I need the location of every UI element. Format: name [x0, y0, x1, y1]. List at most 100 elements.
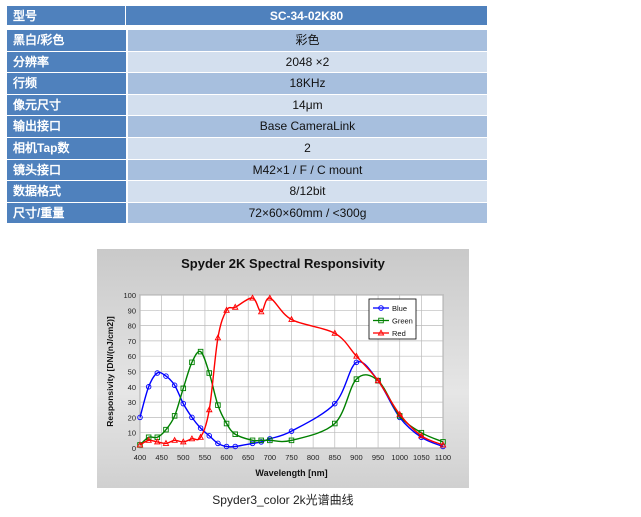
data-point: [180, 400, 187, 407]
data-point: [439, 441, 447, 448]
data-point: [188, 435, 196, 442]
data-point: [137, 414, 143, 421]
spec-value: 2048 ×2: [128, 51, 487, 74]
data-point: [171, 436, 178, 443]
spec-row: 输出接口 Base CameraLink: [7, 116, 487, 138]
data-point: [223, 420, 230, 427]
data-point: [215, 402, 221, 408]
legend-label: Green: [392, 317, 413, 326]
spec-value: 2: [128, 137, 487, 160]
data-point: [288, 428, 295, 434]
spec-value: 72×60×60mm / <300g: [128, 202, 487, 225]
data-point: [189, 414, 195, 421]
x-tick-label: 700: [264, 453, 277, 462]
y-tick-label: 20: [128, 413, 136, 422]
legend-label: Red: [392, 329, 406, 338]
y-tick-label: 100: [123, 291, 136, 300]
legend-label: Blue: [392, 304, 407, 313]
y-tick-label: 10: [128, 429, 136, 438]
spec-label: 分辨率: [7, 51, 126, 74]
spec-row: 相机Tap数 2: [7, 137, 487, 160]
spec-label: 镜头接口: [7, 159, 126, 182]
data-point: [206, 433, 213, 439]
data-point: [396, 410, 404, 417]
x-tick-label: 600: [220, 453, 233, 462]
data-point: [197, 348, 204, 355]
y-tick-label: 90: [128, 306, 136, 315]
y-tick-label: 0: [132, 444, 136, 453]
x-tick-label: 800: [307, 453, 320, 462]
data-point: [189, 359, 195, 366]
spec-label: 像元尺寸: [7, 94, 126, 117]
data-point: [418, 432, 425, 439]
legend-box: [368, 298, 417, 340]
x-tick-label: 550: [199, 453, 212, 462]
spec-label: 黑白/彩色: [7, 30, 126, 52]
data-point: [231, 303, 239, 310]
spec-header-row: 型号 SC-34-02K80: [7, 6, 487, 26]
data-point: [206, 370, 213, 376]
data-point: [332, 420, 338, 427]
spec-row: 分辨率 2048 ×2: [7, 51, 487, 74]
data-point: [249, 294, 256, 301]
spec-row: 数据格式 8/12bit: [7, 181, 487, 203]
x-tick-label: 500: [177, 453, 190, 462]
data-point: [331, 329, 339, 336]
x-axis-label: Wavelength [nm]: [255, 468, 327, 478]
data-point: [145, 434, 152, 441]
data-point: [136, 441, 144, 448]
data-point: [154, 370, 161, 376]
data-point: [153, 438, 161, 445]
y-tick-label: 50: [128, 368, 136, 377]
data-point: [197, 433, 204, 440]
data-point: [332, 400, 338, 407]
spec-value: 彩色: [128, 30, 487, 52]
data-point: [215, 440, 221, 447]
data-point: [163, 426, 169, 433]
data-point: [205, 406, 213, 413]
data-point: [197, 425, 204, 431]
spec-row: 行频 18KHz: [7, 73, 487, 95]
series-line: [139, 350, 444, 446]
spec-table: 型号 SC-34-02K80 黑白/彩色 彩色 分辨率 2048 ×2 行频 18KHz 像…: [7, 6, 487, 225]
x-tick-label: 1050: [413, 453, 430, 462]
data-point: [374, 376, 382, 384]
spec-value: 14μm: [128, 94, 487, 117]
chart-caption: Spyder3_color 2k光谱曲线: [212, 493, 354, 507]
x-tick-label: 1100: [435, 453, 451, 462]
legend-marker: [377, 329, 385, 336]
data-point: [171, 382, 178, 389]
data-point: [257, 308, 265, 315]
y-tick-label: 80: [128, 322, 136, 331]
spec-row: 镜头接口 M42×1 / F / C mount: [7, 159, 487, 182]
spec-value: M42×1 / F / C mount: [128, 159, 487, 182]
spec-row: 像元尺寸 14μm: [7, 94, 487, 117]
data-point: [180, 385, 187, 392]
spec-row: 黑白/彩色 彩色: [7, 30, 487, 52]
series-line: [139, 297, 444, 446]
y-tick-label: 70: [128, 337, 136, 346]
spec-row: 尺寸/重量 72×60×60mm / <300g: [7, 202, 487, 225]
legend: Blue Green Red: [368, 298, 417, 340]
y-axis-label: Responsivity [DN/(nJ/cm2)]: [105, 316, 115, 427]
legend-marker: [378, 305, 384, 311]
x-tick-label: 950: [372, 453, 385, 462]
data-point: [232, 431, 238, 437]
data-point: [267, 437, 273, 444]
data-point: [145, 384, 152, 390]
data-point: [440, 439, 446, 445]
spec-label: 行频: [7, 73, 126, 95]
x-tick-label: 900: [350, 453, 363, 462]
data-point: [249, 437, 256, 444]
x-tick-label: 850: [329, 453, 342, 462]
data-point: [353, 352, 360, 359]
spec-value: 8/12bit: [128, 181, 487, 203]
data-point: [266, 294, 274, 301]
x-tick-label: 650: [242, 453, 255, 462]
spec-value: SC-34-02K80: [126, 6, 487, 26]
spec-label: 数据格式: [7, 181, 126, 203]
data-point: [214, 334, 222, 341]
data-point: [288, 437, 295, 444]
data-point: [163, 373, 169, 379]
chart-svg: Spyder 2K Spectral Responsivity 0 10 20 30 40…: [105, 256, 451, 478]
